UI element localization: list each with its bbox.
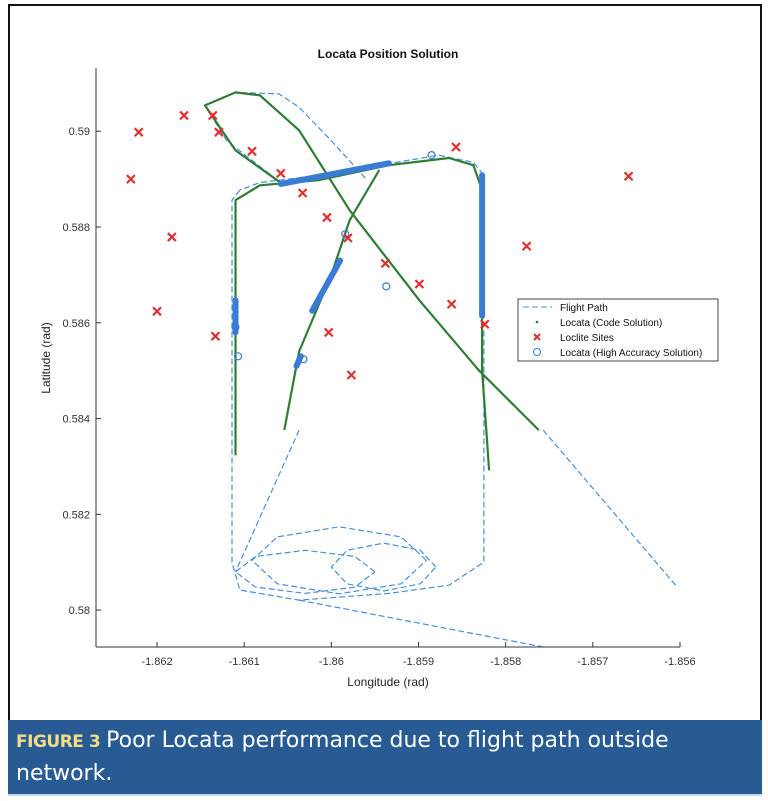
x-tick-label: -1.861 bbox=[229, 656, 260, 668]
legend-flight-path: Flight Path bbox=[560, 303, 608, 314]
high-accuracy-point bbox=[231, 322, 240, 332]
y-tick-label: 0.584 bbox=[62, 414, 90, 426]
code-solution-track bbox=[283, 169, 381, 431]
loclite-site-marker bbox=[451, 142, 461, 152]
x-mark-stroke bbox=[343, 233, 353, 243]
x-mark-stroke bbox=[414, 279, 425, 289]
y-tick-label: 0.58 bbox=[69, 605, 90, 617]
x-mark-stroke bbox=[126, 174, 136, 184]
x-tick-label: -1.862 bbox=[141, 656, 172, 668]
x-mark-stroke bbox=[322, 212, 332, 223]
flight-path-segment bbox=[330, 542, 437, 592]
legend-code-solution: Locata (Code Solution) bbox=[560, 318, 662, 329]
loclite-site-marker bbox=[479, 319, 490, 329]
y-tick-label: 0.586 bbox=[62, 318, 90, 330]
x-mark-stroke bbox=[167, 232, 177, 242]
x-mark-stroke bbox=[323, 327, 334, 338]
x-mark-stroke bbox=[479, 319, 490, 329]
flight-path-segment bbox=[542, 429, 677, 586]
x-axis-label: Longitude (rad) bbox=[347, 675, 428, 689]
high-accuracy-point bbox=[299, 355, 308, 364]
x-mark-stroke bbox=[521, 241, 532, 251]
loclite-site-marker bbox=[276, 168, 286, 179]
flight-path-segment bbox=[298, 599, 544, 648]
caption-underline bbox=[8, 794, 762, 796]
loclite-site-marker bbox=[214, 127, 224, 137]
y-tick-label: 0.59 bbox=[69, 126, 90, 138]
x-mark-stroke bbox=[446, 299, 457, 309]
high-accuracy-point bbox=[382, 282, 391, 291]
code-solution-track bbox=[203, 91, 540, 431]
loclite-site-marker bbox=[297, 188, 308, 198]
x-mark-stroke bbox=[152, 306, 162, 317]
flight-path-segment bbox=[251, 526, 427, 595]
legend-sites-swatch bbox=[533, 333, 541, 341]
x-tick-label: -1.86 bbox=[319, 656, 344, 668]
x-tick-label: -1.856 bbox=[664, 656, 695, 668]
loclite-site-marker bbox=[152, 306, 162, 317]
loclite-site-marker bbox=[167, 232, 177, 242]
code-solution-track bbox=[234, 156, 491, 471]
chart-title: Locata Position Solution bbox=[318, 47, 459, 61]
loclite-site-marker bbox=[346, 370, 357, 380]
high-accuracy-dense-track bbox=[309, 257, 344, 314]
x-mark-stroke bbox=[346, 370, 357, 380]
legend-loclite-sites: Loclite Sites bbox=[560, 333, 614, 344]
chart: -1.862 -1.861 -1.86 -1.859 -1.858 -1.857 -1.85… bbox=[39, 47, 719, 689]
y-tick-label: 0.588 bbox=[62, 222, 90, 234]
x-mark-stroke bbox=[247, 146, 257, 157]
high-accuracy-point bbox=[233, 352, 243, 361]
legend: Flight Path Locata (Code Solution) Locli… bbox=[517, 298, 719, 362]
high-accuracy-point bbox=[341, 230, 350, 239]
x-mark-stroke bbox=[210, 331, 221, 341]
x-mark-stroke bbox=[623, 171, 634, 182]
y-tick-label: 0.582 bbox=[62, 509, 90, 521]
high-accuracy-point bbox=[427, 151, 436, 160]
loclite-site-marker bbox=[343, 233, 353, 243]
x-mark-stroke bbox=[208, 110, 218, 121]
x-mark-stroke bbox=[451, 142, 461, 152]
x-mark-stroke bbox=[380, 258, 391, 269]
loclite-site-marker bbox=[179, 110, 189, 121]
caption-label: FIGURE 3 bbox=[16, 732, 101, 752]
loclite-site-marker bbox=[210, 331, 221, 341]
y-axis-label: Latitude (rad) bbox=[39, 322, 53, 393]
x-mark-stroke bbox=[276, 168, 286, 179]
loclite-site-marker bbox=[414, 279, 425, 289]
loclite-site-marker bbox=[380, 258, 391, 269]
x-mark-stroke bbox=[297, 188, 308, 198]
loclite-site-marker bbox=[521, 241, 532, 251]
loclite-site-marker bbox=[126, 174, 136, 184]
figure-caption: FIGURE 3 Poor Locata performance due to f… bbox=[8, 720, 762, 795]
legend-ha-swatch bbox=[533, 348, 541, 356]
loclite-site-marker bbox=[247, 146, 257, 157]
x-tick-label: -1.858 bbox=[490, 656, 521, 668]
flight-path-segment bbox=[234, 429, 300, 573]
loclite-site-marker bbox=[623, 171, 634, 182]
loclite-site-marker bbox=[208, 110, 218, 121]
loclite-site-marker bbox=[322, 212, 332, 223]
legend-code-swatch bbox=[535, 320, 539, 324]
high-accuracy-dense-track bbox=[277, 160, 392, 187]
x-mark-stroke bbox=[179, 110, 189, 121]
legend-high-accuracy: Locata (High Accuracy Solution) bbox=[560, 348, 702, 359]
flight-path-segment bbox=[204, 91, 367, 186]
loclite-site-marker bbox=[133, 127, 144, 137]
figure-frame bbox=[8, 4, 762, 722]
flight-path-segment bbox=[234, 549, 376, 595]
loclite-site-marker bbox=[446, 299, 457, 309]
x-mark-stroke bbox=[214, 127, 224, 137]
caption-text: Poor Locata performance due to flight pa… bbox=[16, 728, 669, 786]
loclite-site-marker bbox=[323, 327, 334, 338]
x-tick-label: -1.859 bbox=[403, 656, 434, 668]
x-tick-label: -1.857 bbox=[577, 656, 608, 668]
x-mark-stroke bbox=[133, 127, 144, 137]
